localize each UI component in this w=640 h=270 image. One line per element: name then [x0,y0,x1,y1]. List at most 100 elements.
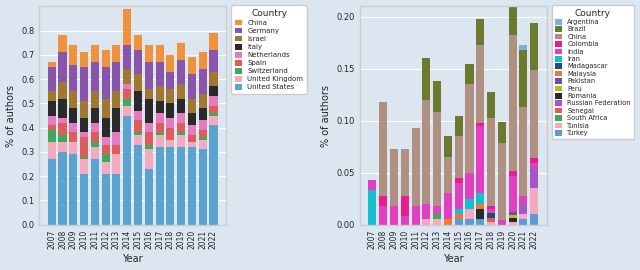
Bar [177,43,185,60]
Bar [166,118,175,128]
Bar [91,159,99,225]
Bar [113,145,120,154]
Bar [69,108,77,123]
Bar [80,67,88,101]
Bar [509,212,516,215]
Bar [487,92,495,118]
Bar [69,133,77,142]
Bar [48,125,56,130]
Bar [188,99,196,113]
Bar [519,220,527,225]
Bar [69,91,77,108]
Bar [58,118,67,123]
Bar [48,67,56,91]
Bar [422,58,430,100]
Bar [91,123,99,133]
Bar [91,133,99,142]
Bar [123,84,131,89]
Y-axis label: % of authors: % of authors [6,85,15,147]
Bar [134,120,142,133]
Bar [91,45,99,62]
Bar [476,204,484,209]
Bar [401,149,409,195]
Bar [498,122,506,143]
Bar [91,108,99,123]
Bar [145,89,153,99]
Bar [498,143,506,221]
Bar [58,99,67,118]
Bar [91,142,99,147]
Bar [519,45,527,50]
Bar [530,188,538,214]
Bar [433,112,441,206]
Bar [509,176,516,212]
Bar [476,220,484,225]
Bar [123,69,131,84]
Bar [166,147,175,225]
Bar [487,209,495,213]
Bar [188,57,196,74]
Bar [454,116,463,136]
Bar [134,50,142,74]
Bar [476,123,484,126]
Bar [123,9,131,45]
Bar [519,50,527,107]
Bar [433,206,441,214]
Bar [209,50,218,72]
Bar [198,94,207,108]
Bar [102,50,109,67]
Bar [188,142,196,147]
Bar [80,157,88,159]
Bar [123,106,131,116]
Bar [519,204,527,214]
Bar [102,118,109,137]
Bar [177,133,185,135]
Bar [487,206,495,209]
Bar [177,84,185,99]
Bar [80,174,88,225]
Bar [454,136,463,178]
Bar [465,84,474,173]
Bar [91,147,99,159]
Bar [102,99,109,118]
X-axis label: Year: Year [122,254,143,264]
Bar [156,135,164,147]
Bar [123,89,131,99]
Bar [156,113,164,123]
Bar [487,213,495,218]
Bar [58,82,67,99]
Bar [113,154,120,174]
Bar [177,135,185,147]
Bar [487,221,495,225]
Bar [177,123,185,133]
Bar [48,142,56,159]
Bar [166,103,175,118]
Bar [422,220,430,225]
Bar [69,123,77,133]
Bar [198,120,207,130]
Bar [401,216,409,225]
Bar [48,130,56,142]
Bar [113,133,120,145]
Bar [454,209,463,214]
Bar [102,174,109,225]
Bar [509,215,516,218]
Bar [412,206,420,225]
Bar [48,116,56,125]
Bar [58,123,67,135]
Bar [465,63,474,84]
Bar [134,91,142,111]
Bar [134,145,142,225]
Bar [48,91,56,101]
Bar [465,199,474,209]
Bar [156,45,164,62]
Bar [454,178,463,183]
Bar [48,62,56,67]
Bar [476,126,484,194]
Bar [145,169,153,225]
Bar [390,206,398,225]
Bar [519,214,527,220]
Bar [209,125,218,225]
Bar [48,159,56,225]
Bar [166,89,175,103]
